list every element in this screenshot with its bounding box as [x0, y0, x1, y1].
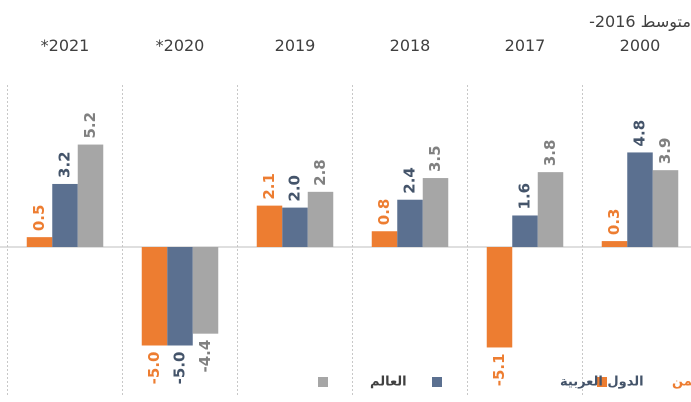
legend-label: العالم [370, 375, 407, 390]
value-label: 2.0 [286, 175, 304, 202]
bar [307, 191, 334, 247]
value-label: 5.2 [81, 112, 99, 139]
value-label: 0.8 [375, 199, 393, 226]
value-label: 3.9 [656, 138, 674, 165]
value-label: 2.8 [311, 159, 329, 186]
category-label: 2017 [504, 36, 546, 55]
category-label: متوسط 2016-2000 [589, 12, 691, 55]
bar [167, 247, 193, 346]
bar [486, 247, 513, 348]
bar [601, 241, 628, 247]
bar [282, 207, 308, 247]
legend-swatch [597, 377, 607, 387]
value-label: 3.2 [56, 151, 74, 178]
legend-label: الدول العربية [560, 375, 644, 390]
bar [192, 247, 219, 334]
value-label: 3.5 [426, 145, 444, 172]
value-label: -4.4 [196, 340, 214, 373]
value-label: -5.0 [171, 352, 189, 385]
value-label: 1.6 [516, 183, 534, 210]
value-label: -5.0 [145, 352, 163, 385]
legend-label: اليمن [672, 375, 691, 390]
value-label: -5.1 [490, 353, 508, 386]
category-label: 2019 [274, 36, 316, 55]
bar [422, 178, 449, 247]
category-label: 2020* [155, 36, 205, 55]
bar [52, 183, 78, 247]
legend-swatch [432, 377, 442, 387]
bar [652, 170, 679, 247]
bar [537, 172, 564, 247]
bar [77, 144, 104, 247]
value-label: 0.3 [605, 209, 623, 236]
bar [397, 199, 423, 247]
value-label: 0.5 [30, 205, 48, 232]
value-label: 4.8 [631, 120, 649, 147]
bar [26, 237, 53, 247]
value-label: 3.8 [541, 140, 559, 167]
category-label: 2021* [40, 36, 90, 55]
bar [512, 215, 538, 247]
bar [256, 205, 283, 247]
category-label: 2018 [389, 36, 431, 55]
legend-swatch [318, 377, 328, 387]
bar [141, 247, 168, 346]
bar [371, 231, 398, 247]
value-label: 2.1 [260, 173, 278, 200]
value-label: 2.4 [401, 167, 419, 194]
bar [627, 152, 653, 247]
